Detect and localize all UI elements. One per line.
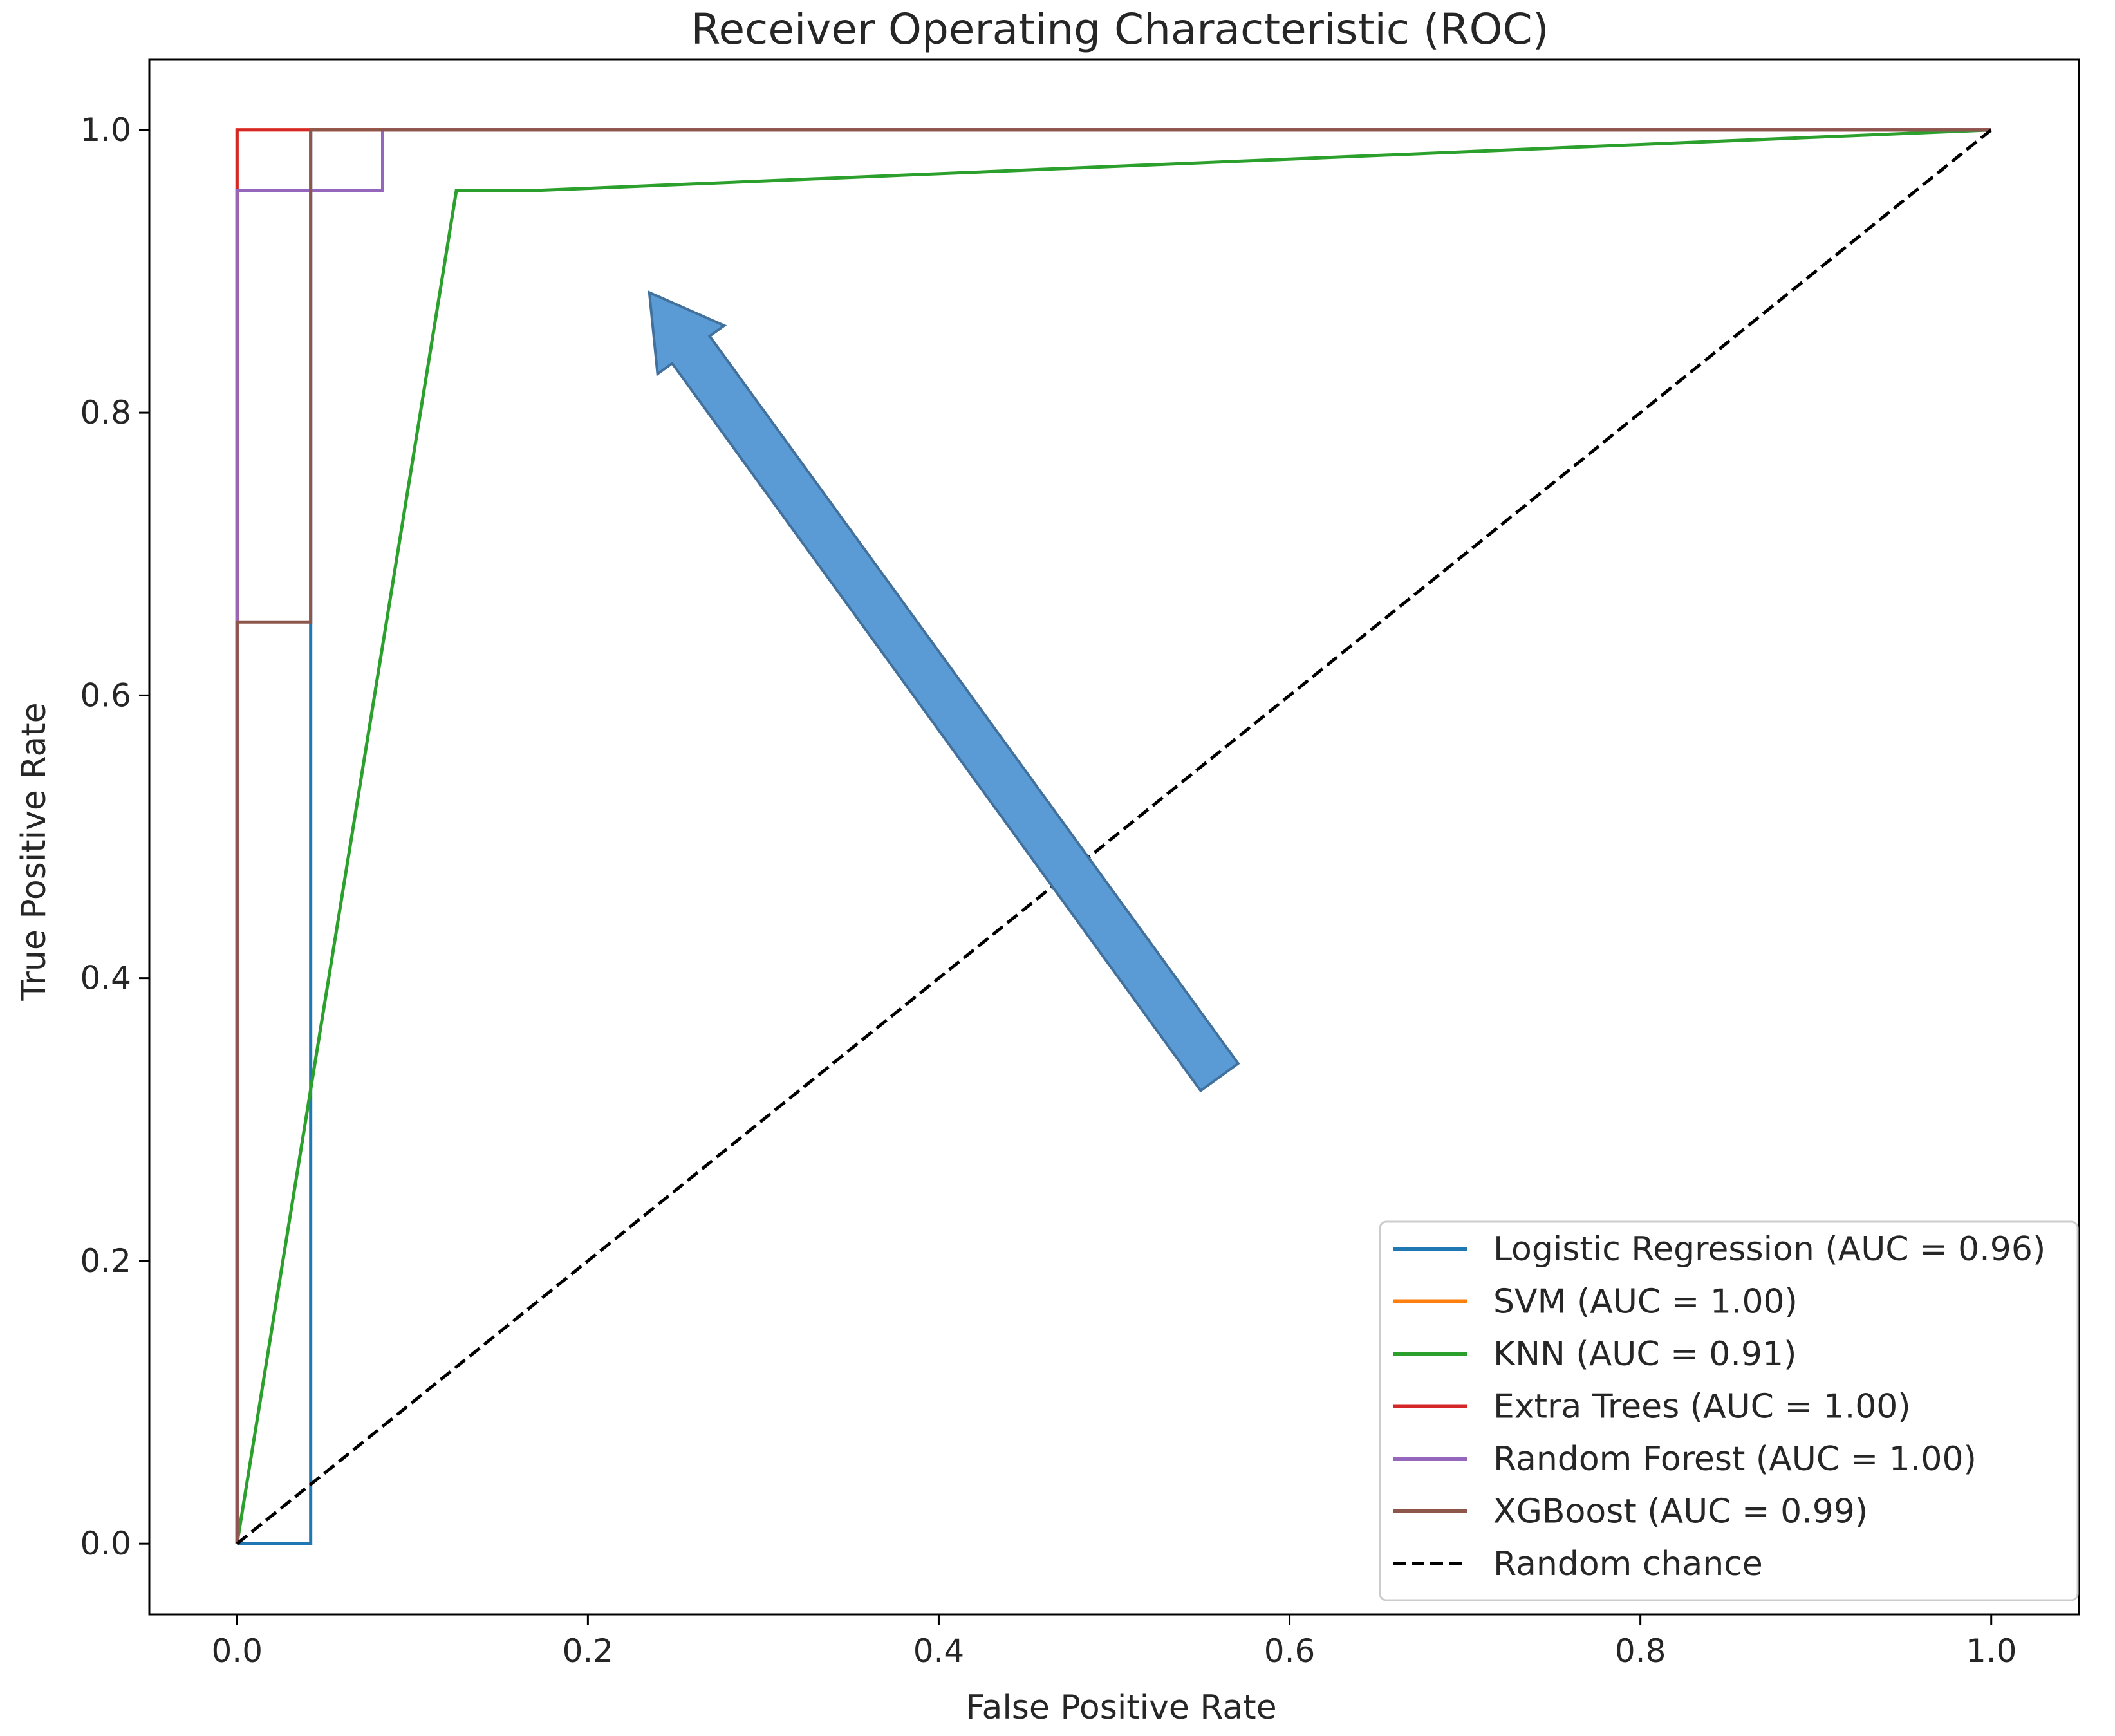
legend-box [1379, 1220, 2079, 1601]
x-tick-label: 0.6 [1264, 1632, 1316, 1670]
x-axis-label: False Positive Rate [965, 1688, 1276, 1727]
y-tick-label: 0.6 [80, 677, 131, 714]
annotation-arrow [648, 290, 1240, 1093]
y-tick-label: 0.2 [80, 1242, 131, 1280]
annotation-layer [648, 290, 1240, 1093]
legend-label-3: KNN (AUC = 0.91) [1493, 1335, 1796, 1374]
x-tick-label: 0.0 [212, 1632, 263, 1670]
x-tick-label: 0.8 [1615, 1632, 1666, 1670]
y-tick-label: 0.0 [80, 1525, 131, 1562]
y-axis-ticks: 0.0 0.2 0.4 0.6 0.8 1.0 [80, 111, 149, 1562]
y-tick-label: 0.4 [80, 960, 131, 997]
x-tick-label: 0.4 [913, 1632, 965, 1670]
series-line-6 [235, 128, 1991, 1544]
chart-title: Receiver Operating Characteristic (ROC) [691, 5, 1549, 54]
series-line-3 [235, 128, 1991, 1544]
legend-label-4: Extra Trees (AUC = 1.00) [1493, 1388, 1911, 1426]
legend-label-7: Random chance [1493, 1545, 1763, 1583]
legend-label-1: Logistic Regression (AUC = 0.96) [1493, 1230, 2045, 1269]
legend: Logistic Regression (AUC = 0.96) SVM (AUC… [1379, 1220, 2079, 1601]
x-axis-ticks: 0.0 0.2 0.4 0.6 0.8 1.0 [212, 1614, 2017, 1670]
y-axis-label: True Positive Rate [15, 702, 53, 1001]
x-tick-label: 0.2 [563, 1632, 614, 1670]
legend-label-2: SVM (AUC = 1.00) [1493, 1283, 1798, 1321]
y-tick-label: 0.8 [80, 394, 131, 431]
legend-label-6: XGBoost (AUC = 0.99) [1493, 1493, 1868, 1531]
series-layer [235, 128, 1993, 1545]
series-line-7 [236, 128, 1993, 1545]
x-tick-label: 1.0 [1966, 1632, 2017, 1670]
axes-frame [148, 58, 2080, 1616]
legend-label-5: Random Forest (AUC = 1.00) [1493, 1440, 1977, 1479]
y-tick-label: 1.0 [80, 111, 131, 149]
